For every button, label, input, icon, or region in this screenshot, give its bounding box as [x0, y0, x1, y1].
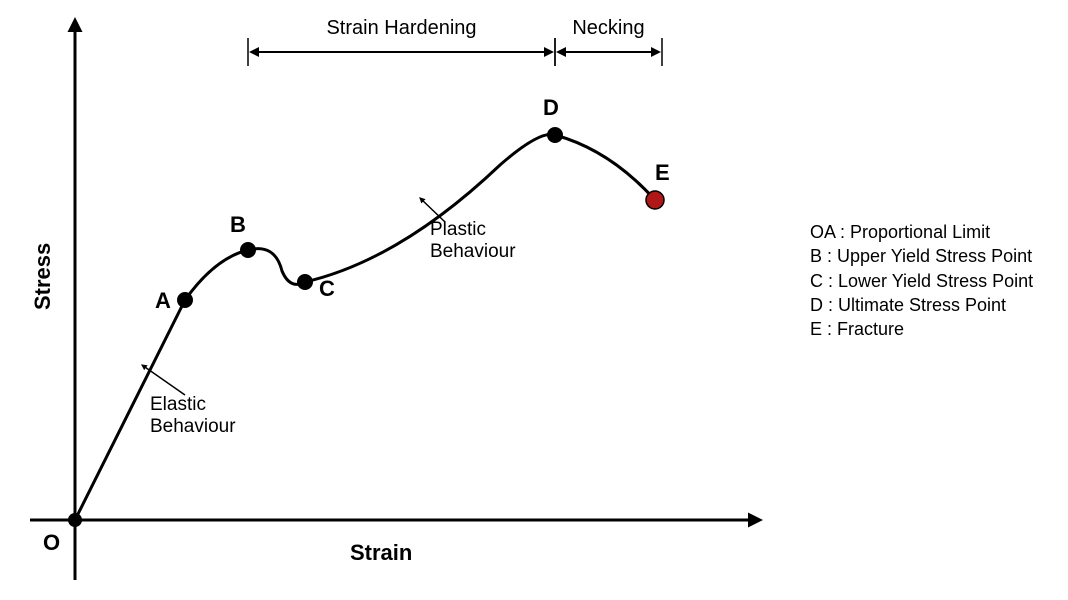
point-e: [646, 191, 664, 209]
stress-strain-diagram: ABCDEStrain HardeningNeckingElasticBehav…: [0, 0, 1068, 600]
legend-item: C : Lower Yield Stress Point: [810, 269, 1033, 293]
annotation-arrow-elastic-behaviour: [142, 365, 185, 395]
legend-item: B : Upper Yield Stress Point: [810, 244, 1033, 268]
point-a: [177, 292, 193, 308]
legend-item: D : Ultimate Stress Point: [810, 293, 1033, 317]
point-label-c: C: [319, 276, 335, 301]
point-d: [547, 127, 563, 143]
x-axis-label: Strain: [350, 540, 412, 566]
point-b: [240, 242, 256, 258]
annotation-text-plastic-behaviour: Plastic: [430, 219, 486, 240]
origin-label: O: [43, 530, 60, 556]
point-label-d: D: [543, 95, 559, 120]
point-label-a: A: [155, 288, 171, 313]
point-o: [68, 513, 82, 527]
annotation-text-elastic-behaviour: Behaviour: [150, 416, 236, 437]
stress-strain-curve: [75, 134, 655, 520]
region-label-necking: Necking: [572, 17, 644, 39]
y-axis-label: Stress: [30, 243, 56, 310]
point-label-b: B: [230, 212, 246, 237]
annotation-text-elastic-behaviour: Elastic: [150, 394, 206, 415]
legend-item: OA : Proportional Limit: [810, 220, 1033, 244]
legend-item: E : Fracture: [810, 317, 1033, 341]
legend: OA : Proportional LimitB : Upper Yield S…: [810, 220, 1033, 341]
region-label-strain-hardening: Strain Hardening: [326, 17, 476, 39]
point-c: [297, 274, 313, 290]
annotation-text-plastic-behaviour: Behaviour: [430, 241, 516, 262]
point-label-e: E: [655, 160, 670, 185]
